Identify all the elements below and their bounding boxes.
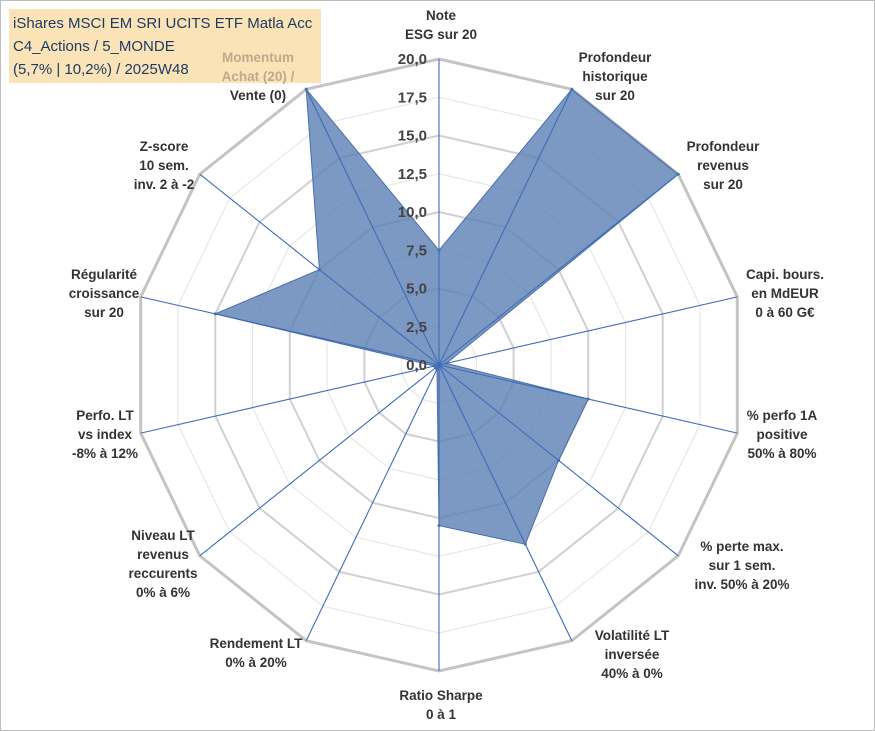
axis-label: Profondeur revenus sur 20 [687,139,760,192]
axis-label-line: % perte max. [700,539,783,554]
data-point [437,524,441,528]
axis-label-line: Z-score [140,139,189,154]
axis-label-line: croissance [69,286,140,301]
chart-subtitle-line: (5,7% | 10,2%) / 2025W48 [13,61,189,78]
axis-label-line: 10 sem. [139,158,189,173]
axis-label-line: en MdEUR [751,286,819,301]
axis-label-line: % perfo 1A [747,408,818,423]
data-point [570,87,574,91]
tick-label: 15,0 [398,128,427,145]
axis-label: Rendement LT 0% à 20% [210,636,304,670]
data-point [586,397,590,401]
axis-label-line: Niveau LT [131,528,195,543]
axis-spoke [438,296,738,366]
tick-label: 10,0 [398,204,427,221]
axis-label: Profondeur historique sur 20 [579,50,652,103]
axis-label-line: 0% à 20% [225,655,287,670]
axis-label-line: reccurents [128,566,197,581]
data-point [676,172,680,176]
axis-label-line: Achat (20) / [222,69,295,84]
axis-label-line: inv. 50% à 20% [694,577,789,592]
axis-spoke [438,364,573,641]
axis-label: Niveau LT revenus reccurents 0% à 6% [128,528,197,600]
data-series-area [213,87,679,545]
axis-label-line: vs index [78,427,133,442]
axis-label: Momentum Achat (20) / Vente (0) [222,50,295,103]
axis-label: Capi. bours. en MdEUR 0 à 60 G€ [746,267,824,320]
tick-label: 20,0 [398,51,427,68]
chart-title-line: iShares MSCI EM SRI UCITS ETF Matla Acc [13,15,313,32]
axis-label-line: ESG sur 20 [405,27,477,42]
axis-label: % perfo 1A positive 50% à 80% [747,408,818,461]
axis-label-line: 40% à 0% [601,666,663,681]
tick-label: 0,0 [406,357,427,374]
data-point [445,361,448,365]
axis-label-line: sur 20 [703,177,743,192]
axis-label-line: Volatilité LT [595,628,670,643]
axis-label-line: -8% à 12% [72,446,138,461]
axis-label-line: historique [582,69,648,84]
axis-label-line: Perfo. LT [76,408,134,423]
axis-label: Perfo. LT vs index -8% à 12% [72,408,138,461]
axis-label-line: Profondeur [687,139,760,154]
axis-label-line: positive [756,427,808,442]
axis-spoke [305,89,440,366]
tick-label: 17,5 [398,89,427,106]
axis-label-line: sur 20 [84,305,124,320]
axis-spoke [438,173,679,366]
tick-label: 7,5 [406,242,427,259]
axis-label-line: sur 20 [595,88,635,103]
axis-label-line: Note [426,8,456,23]
data-point [433,364,436,368]
data-point [213,312,217,316]
axis-label-line: Ratio Sharpe [399,688,483,703]
axis-label: Ratio Sharpe 0 à 1 [399,688,483,722]
axis-label-line: Profondeur [579,50,652,65]
axis-spoke [305,364,440,641]
axis-spoke [140,296,440,366]
data-point [437,248,441,252]
axis-label-line: 0 à 60 G€ [755,305,815,320]
data-point [557,458,561,462]
data-point [304,87,308,91]
axis-label-line: revenus [697,158,749,173]
axis-label-line: inversée [605,647,660,662]
axis-label-line: 0% à 6% [136,585,190,600]
axis-label: Régularité croissance sur 20 [69,267,140,320]
axis-label-line: Vente (0) [230,88,286,103]
axis-label-line: Régularité [71,267,138,282]
axis-label: % perte max. sur 1 sem. inv. 50% à 20% [694,539,789,592]
axis-label: Note ESG sur 20 [405,8,477,42]
axis-label-line: 50% à 80% [747,446,816,461]
axis-label-line: sur 1 sem. [709,558,776,573]
axis-label-line: Momentum [222,50,294,65]
axis-label-line: 0 à 1 [426,707,457,722]
tick-label: 12,5 [398,166,427,183]
axis-spoke [140,364,440,434]
chart-subtitle-line: C4_Actions / 5_MONDE [13,38,175,55]
axis-label-line: revenus [137,547,189,562]
data-point [317,268,321,272]
axis-label: Z-score 10 sem. inv. 2 à -2 [134,139,195,192]
data-point [523,542,527,546]
axis-spoke [438,89,573,366]
chart-title-box: iShares MSCI EM SRI UCITS ETF Matla Acc … [9,9,321,83]
axis-label: Volatilité LT inversée 40% à 0% [595,628,670,681]
axis-label-line: Rendement LT [210,636,304,651]
axis-label-line: inv. 2 à -2 [134,177,195,192]
tick-label: 5,0 [406,281,427,298]
tick-label: 2,5 [406,319,427,336]
axis-label-line: Capi. bours. [746,267,824,282]
axis-spoke [199,364,440,557]
